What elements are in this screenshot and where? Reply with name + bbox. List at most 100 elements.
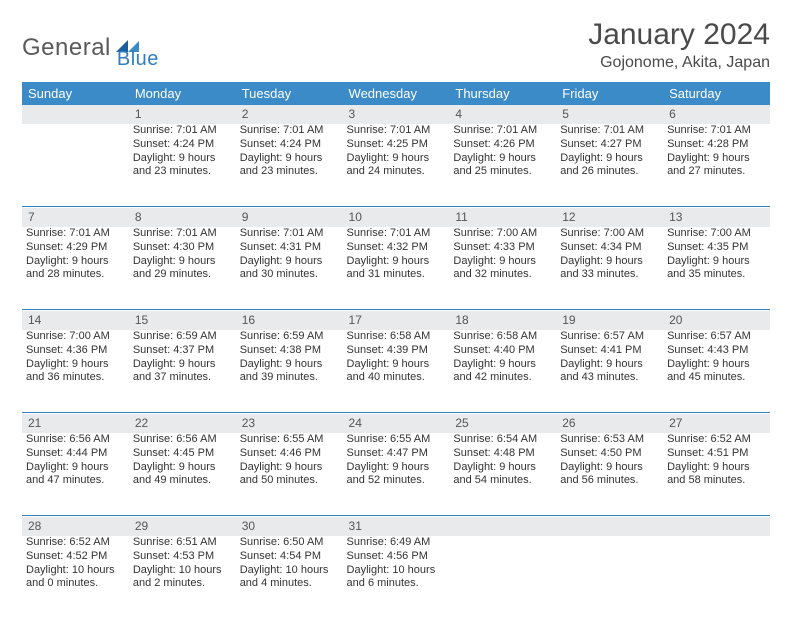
- day-cell: Sunrise: 6:57 AMSunset: 4:43 PMDaylight:…: [663, 330, 770, 412]
- sunrise-line: Sunrise: 6:52 AM: [667, 433, 766, 447]
- daynum-cell: 31: [343, 517, 450, 536]
- day-number: 13: [663, 208, 770, 227]
- daynum-cell: 15: [129, 311, 236, 330]
- sunrise-line: Sunrise: 6:56 AM: [26, 433, 125, 447]
- sunrise-line: Sunrise: 6:58 AM: [347, 330, 446, 344]
- daynum-cell: 4: [449, 105, 556, 124]
- sunset-line: Sunset: 4:51 PM: [667, 447, 766, 461]
- day-number: 24: [343, 414, 450, 433]
- title-block: January 2024 Gojonome, Akita, Japan: [588, 18, 770, 72]
- day-cell: Sunrise: 7:01 AMSunset: 4:24 PMDaylight:…: [236, 124, 343, 206]
- daynum-row: 14151617181920: [22, 311, 770, 330]
- weekday-header: Tuesday: [236, 82, 343, 105]
- day-number: 12: [556, 208, 663, 227]
- daynum-cell: 1: [129, 105, 236, 124]
- daynum-cell: 11: [449, 208, 556, 227]
- day-cell: Sunrise: 7:01 AMSunset: 4:32 PMDaylight:…: [343, 227, 450, 309]
- daylight-line: Daylight: 9 hours: [453, 358, 552, 372]
- sunset-line: Sunset: 4:53 PM: [133, 550, 232, 564]
- page-header: General Blue January 2024 Gojonome, Akit…: [22, 18, 770, 72]
- day-number: 30: [236, 517, 343, 536]
- sunrise-line: Sunrise: 7:01 AM: [667, 124, 766, 138]
- daynum-cell: 22: [129, 414, 236, 433]
- day-number-empty: [449, 517, 556, 536]
- daylight-line: and 31 minutes.: [347, 268, 446, 282]
- brand-logo: General Blue: [22, 18, 159, 71]
- sunset-line: Sunset: 4:56 PM: [347, 550, 446, 564]
- daylight-line: Daylight: 9 hours: [240, 152, 339, 166]
- daylight-line: Daylight: 9 hours: [26, 461, 125, 475]
- day-number: 23: [236, 414, 343, 433]
- day-cell: Sunrise: 7:00 AMSunset: 4:33 PMDaylight:…: [449, 227, 556, 309]
- sunrise-line: Sunrise: 7:01 AM: [347, 124, 446, 138]
- daylight-line: Daylight: 9 hours: [240, 358, 339, 372]
- day-cell: Sunrise: 6:49 AMSunset: 4:56 PMDaylight:…: [343, 536, 450, 618]
- daylight-line: and 50 minutes.: [240, 474, 339, 488]
- daylight-line: Daylight: 9 hours: [453, 255, 552, 269]
- day-number: 5: [556, 105, 663, 124]
- day-cell: Sunrise: 6:52 AMSunset: 4:52 PMDaylight:…: [22, 536, 129, 618]
- week-separator: [22, 515, 770, 516]
- daynum-cell: 10: [343, 208, 450, 227]
- daynum-cell: 19: [556, 311, 663, 330]
- daylight-line: and 24 minutes.: [347, 165, 446, 179]
- daynum-row: 78910111213: [22, 208, 770, 227]
- sunrise-line: Sunrise: 7:01 AM: [133, 124, 232, 138]
- day-cell: Sunrise: 7:00 AMSunset: 4:35 PMDaylight:…: [663, 227, 770, 309]
- daynum-cell: 17: [343, 311, 450, 330]
- sunrise-line: Sunrise: 6:54 AM: [453, 433, 552, 447]
- daylight-line: and 52 minutes.: [347, 474, 446, 488]
- daylight-line: and 43 minutes.: [560, 371, 659, 385]
- day-number-empty: [556, 517, 663, 536]
- daylight-line: Daylight: 9 hours: [560, 255, 659, 269]
- calendar-body: 1 23 456 Sunrise: 7:01 AMSunset: 4:24 PMDay…: [22, 105, 770, 618]
- sunset-line: Sunset: 4:52 PM: [26, 550, 125, 564]
- day-cell: Sunrise: 7:00 AMSunset: 4:34 PMDaylight:…: [556, 227, 663, 309]
- sunset-line: Sunset: 4:27 PM: [560, 138, 659, 152]
- daylight-line: Daylight: 9 hours: [347, 152, 446, 166]
- sunset-line: Sunset: 4:37 PM: [133, 344, 232, 358]
- sunrise-line: Sunrise: 6:59 AM: [133, 330, 232, 344]
- calendar-head: Sunday Monday Tuesday Wednesday Thursday…: [22, 82, 770, 105]
- daynum-cell: 30: [236, 517, 343, 536]
- sunrise-line: Sunrise: 7:01 AM: [453, 124, 552, 138]
- day-number: 29: [129, 517, 236, 536]
- brand-text-1: General: [22, 34, 111, 62]
- sunrise-line: Sunrise: 6:56 AM: [133, 433, 232, 447]
- weekday-header: Thursday: [449, 82, 556, 105]
- daylight-line: and 56 minutes.: [560, 474, 659, 488]
- daylight-line: and 23 minutes.: [240, 165, 339, 179]
- daynum-cell: 6: [663, 105, 770, 124]
- daynum-cell: 2: [236, 105, 343, 124]
- daylight-line: and 36 minutes.: [26, 371, 125, 385]
- day-cell: Sunrise: 7:01 AMSunset: 4:26 PMDaylight:…: [449, 124, 556, 206]
- sunset-line: Sunset: 4:25 PM: [347, 138, 446, 152]
- daylight-line: and 33 minutes.: [560, 268, 659, 282]
- sunrise-line: Sunrise: 7:00 AM: [26, 330, 125, 344]
- sunset-line: Sunset: 4:30 PM: [133, 241, 232, 255]
- daynum-cell: 9: [236, 208, 343, 227]
- daynum-cell: 12: [556, 208, 663, 227]
- day-cell: Sunrise: 6:59 AMSunset: 4:38 PMDaylight:…: [236, 330, 343, 412]
- daynum-cell: [449, 517, 556, 536]
- weekday-row: Sunday Monday Tuesday Wednesday Thursday…: [22, 82, 770, 105]
- week-row: Sunrise: 7:01 AMSunset: 4:24 PMDaylight:…: [22, 124, 770, 206]
- sunset-line: Sunset: 4:46 PM: [240, 447, 339, 461]
- daylight-line: and 49 minutes.: [133, 474, 232, 488]
- daylight-line: Daylight: 9 hours: [26, 255, 125, 269]
- day-number: 15: [129, 311, 236, 330]
- daynum-cell: 20: [663, 311, 770, 330]
- day-number: 10: [343, 208, 450, 227]
- weekday-header: Friday: [556, 82, 663, 105]
- week-row: Sunrise: 7:00 AMSunset: 4:36 PMDaylight:…: [22, 330, 770, 412]
- sunrise-line: Sunrise: 7:00 AM: [560, 227, 659, 241]
- day-cell: [449, 536, 556, 618]
- daylight-line: and 37 minutes.: [133, 371, 232, 385]
- sunset-line: Sunset: 4:33 PM: [453, 241, 552, 255]
- daylight-line: and 45 minutes.: [667, 371, 766, 385]
- weekday-header: Sunday: [22, 82, 129, 105]
- daylight-line: and 6 minutes.: [347, 577, 446, 591]
- day-cell: Sunrise: 7:01 AMSunset: 4:28 PMDaylight:…: [663, 124, 770, 206]
- month-title: January 2024: [588, 18, 770, 52]
- daylight-line: Daylight: 9 hours: [347, 255, 446, 269]
